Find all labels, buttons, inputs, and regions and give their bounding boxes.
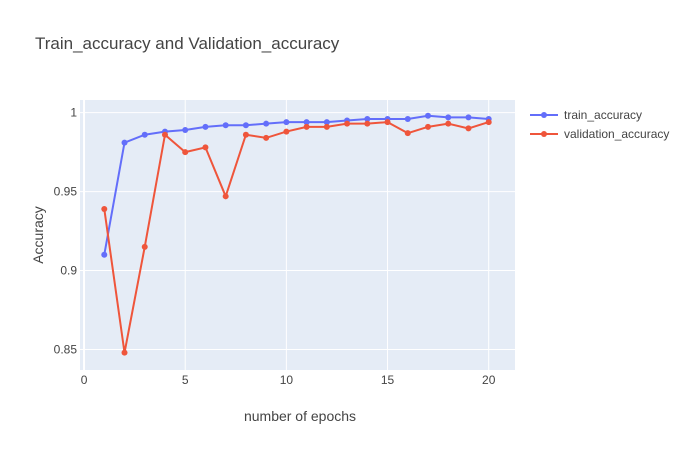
- data-point-train_accuracy: [425, 112, 431, 119]
- legend-label: train_accuracy: [564, 107, 643, 122]
- data-point-train_accuracy: [364, 115, 371, 122]
- x-tick-label: 0: [81, 373, 88, 387]
- x-tick-label: 15: [381, 373, 395, 387]
- data-point-train_accuracy: [121, 139, 128, 146]
- data-point-train_accuracy: [323, 119, 330, 126]
- legend-item-validation_accuracy[interactable]: validation_accuracy: [528, 124, 669, 143]
- legend-swatch-icon: [530, 130, 558, 137]
- legend[interactable]: train_accuracy validation_accuracy: [528, 105, 669, 143]
- data-point-validation_accuracy: [101, 205, 108, 212]
- data-point-train_accuracy: [182, 127, 189, 133]
- data-point-train_accuracy: [202, 123, 209, 130]
- data-point-train_accuracy: [303, 119, 310, 126]
- data-point-validation_accuracy: [121, 349, 128, 356]
- y-tick-label: 0.85: [54, 342, 78, 356]
- data-point-validation_accuracy: [242, 131, 249, 138]
- data-point-train_accuracy: [222, 122, 229, 129]
- x-tick-label: 10: [280, 373, 294, 387]
- data-point-validation_accuracy: [303, 123, 310, 130]
- x-tick-label: 20: [482, 373, 496, 387]
- data-point-validation_accuracy: [485, 119, 492, 126]
- data-point-validation_accuracy: [141, 243, 148, 250]
- series-line-validation_accuracy: [103, 121, 489, 353]
- data-point-validation_accuracy: [283, 128, 290, 135]
- data-point-validation_accuracy: [263, 134, 270, 141]
- data-point-validation_accuracy: [222, 193, 229, 200]
- data-point-validation_accuracy: [323, 123, 330, 130]
- legend-swatch-icon: [530, 111, 558, 118]
- y-tick-label: 0.9: [60, 264, 77, 278]
- data-point-validation_accuracy: [161, 131, 168, 138]
- data-point-train_accuracy: [242, 122, 249, 129]
- series-line-train_accuracy: [103, 114, 489, 255]
- data-point-train_accuracy: [445, 114, 452, 121]
- data-point-validation_accuracy: [465, 125, 472, 132]
- chart-title: Train_accuracy and Validation_accuracy: [35, 34, 340, 53]
- data-point-validation_accuracy: [344, 120, 351, 127]
- legend-item-train_accuracy[interactable]: train_accuracy: [528, 105, 669, 124]
- legend-label: validation_accuracy: [564, 126, 670, 141]
- data-point-validation_accuracy: [384, 119, 391, 126]
- y-axis-label: Accuracy: [30, 206, 46, 264]
- x-tick-label: 5: [182, 373, 189, 387]
- data-point-validation_accuracy: [182, 149, 189, 156]
- x-axis-label: number of epochs: [243, 408, 357, 424]
- data-point-train_accuracy: [465, 114, 472, 121]
- data-point-train_accuracy: [404, 115, 411, 122]
- data-point-validation_accuracy: [425, 123, 431, 130]
- data-point-validation_accuracy: [364, 120, 371, 127]
- data-point-train_accuracy: [141, 131, 148, 138]
- y-tick-label: 1: [70, 106, 77, 120]
- plot-area: [80, 100, 515, 370]
- data-point-train_accuracy: [263, 120, 270, 127]
- data-point-train_accuracy: [101, 251, 108, 258]
- data-point-validation_accuracy: [202, 144, 209, 151]
- data-point-validation_accuracy: [445, 120, 452, 127]
- data-point-train_accuracy: [283, 119, 290, 126]
- y-tick-label: 0.95: [54, 185, 78, 199]
- data-point-validation_accuracy: [404, 130, 411, 137]
